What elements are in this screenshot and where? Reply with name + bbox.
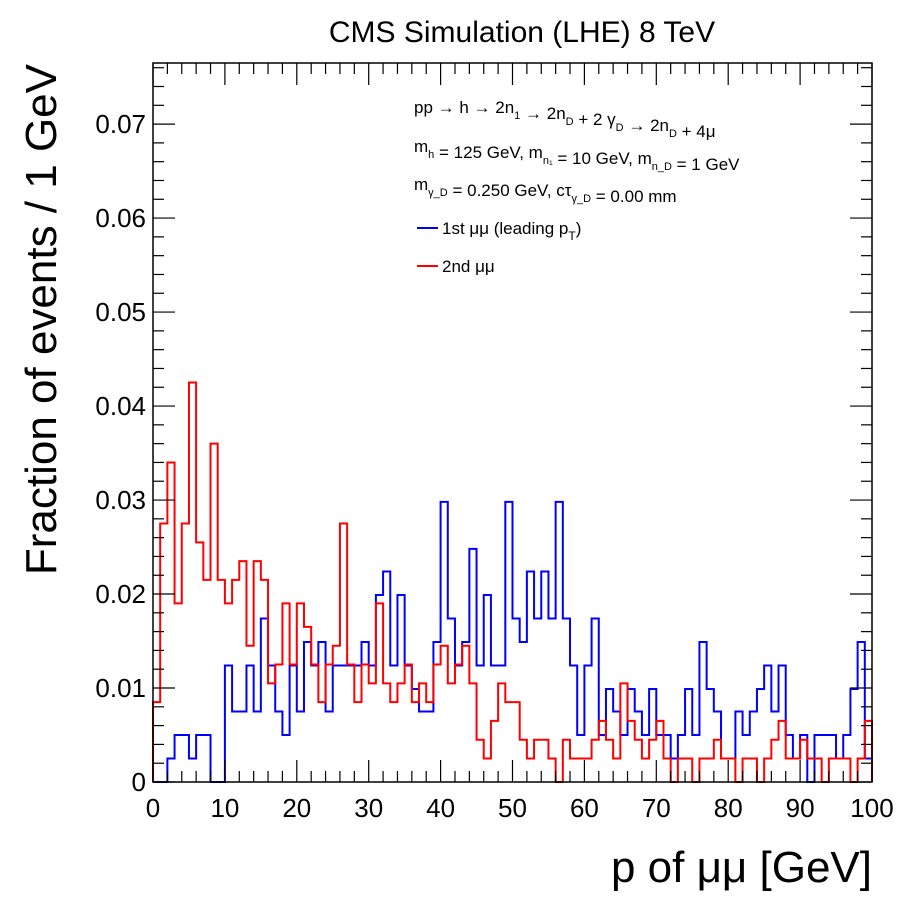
y-tick-label: 0.01 [95,673,146,703]
legend-process-line-1: pp → h → 2n1 → 2nD + 2 γD → 2nD + 4μ [414,98,716,141]
x-tick-label: 90 [786,793,815,823]
y-tick-label: 0 [132,767,146,797]
x-tick-label: 20 [282,793,311,823]
y-axis-title: Fraction of events / 1 GeV [17,63,66,575]
series-2-histogram [152,381,873,783]
y-tick-label: 0.03 [95,485,146,515]
x-tick-label: 80 [714,793,743,823]
y-tick-label: 0.05 [95,297,146,327]
x-tick-label: 60 [570,793,599,823]
y-tick-label: 0.07 [95,109,146,139]
x-tick-label: 50 [498,793,527,823]
x-tick-label: 0 [146,793,160,823]
y-tick-label: 0.04 [95,391,146,421]
x-tick-label: 40 [426,793,455,823]
legend-label-series-2: 2nd μμ [442,257,495,276]
x-tick-label: 30 [354,793,383,823]
legend-process-line-2: mh = 125 GeV, mn₁ = 10 GeV, mn_D = 1 GeV [414,137,740,174]
legend-label-series-1: 1st μμ (leading pT) [442,219,581,243]
x-tick-label: 70 [642,793,671,823]
plot-area: 0 10 20 30 40 50 60 70 80 90 100 0 0.01 0.02 0.03 0.04 0… [95,62,894,823]
y-tick-label: 0.02 [95,579,146,609]
x-tick-label: 100 [850,793,893,823]
x-tick-label: 10 [210,793,239,823]
x-axis-title: p of μμ [GeV] [611,843,872,892]
chart-title: CMS Simulation (LHE) 8 TeV [329,16,715,49]
legend-process-line-3: mγ_D = 0.250 GeV, cτγ_D = 0.00 mm [414,175,677,206]
series-1-histogram [153,500,873,783]
y-tick-label: 0.06 [95,203,146,233]
